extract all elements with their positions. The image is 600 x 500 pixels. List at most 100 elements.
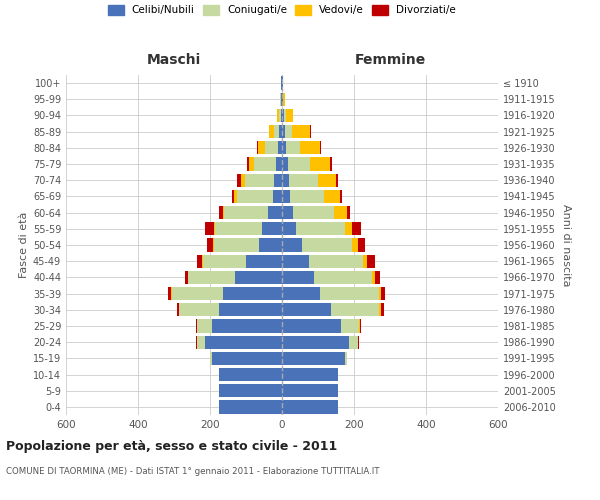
Bar bbox=[334, 206, 347, 220]
Bar bbox=[213, 238, 214, 252]
Bar bbox=[324, 190, 340, 203]
Bar bbox=[310, 158, 330, 170]
Bar bbox=[282, 270, 314, 284]
Bar bbox=[279, 109, 281, 122]
Bar bbox=[282, 320, 341, 332]
Bar bbox=[205, 222, 214, 235]
Bar bbox=[282, 76, 283, 90]
Bar bbox=[282, 303, 331, 316]
Bar bbox=[281, 109, 282, 122]
Bar bbox=[331, 303, 379, 316]
Bar bbox=[241, 174, 245, 187]
Bar bbox=[336, 174, 338, 187]
Bar bbox=[282, 368, 338, 381]
Bar bbox=[375, 270, 380, 284]
Bar bbox=[214, 222, 215, 235]
Bar bbox=[296, 222, 345, 235]
Bar bbox=[349, 336, 358, 349]
Bar bbox=[282, 384, 338, 398]
Bar bbox=[274, 174, 282, 187]
Bar bbox=[345, 352, 347, 365]
Bar bbox=[358, 238, 365, 252]
Bar bbox=[214, 238, 259, 252]
Bar bbox=[223, 287, 282, 300]
Bar bbox=[318, 174, 336, 187]
Bar bbox=[282, 336, 349, 349]
Bar bbox=[281, 76, 282, 90]
Bar bbox=[197, 320, 212, 332]
Bar bbox=[208, 238, 213, 252]
Bar bbox=[310, 125, 311, 138]
Bar bbox=[283, 92, 285, 106]
Y-axis label: Anni di nascita: Anni di nascita bbox=[561, 204, 571, 286]
Bar bbox=[281, 92, 282, 106]
Bar bbox=[205, 336, 282, 349]
Bar bbox=[223, 206, 224, 220]
Bar bbox=[257, 141, 258, 154]
Text: Maschi: Maschi bbox=[147, 54, 201, 68]
Bar bbox=[212, 352, 282, 365]
Bar bbox=[268, 206, 282, 220]
Text: Popolazione per età, sesso e stato civile - 2011: Popolazione per età, sesso e stato civil… bbox=[6, 440, 337, 453]
Bar bbox=[282, 141, 286, 154]
Bar bbox=[381, 287, 385, 300]
Bar bbox=[352, 222, 361, 235]
Bar bbox=[275, 158, 282, 170]
Y-axis label: Fasce di età: Fasce di età bbox=[19, 212, 29, 278]
Bar bbox=[196, 320, 197, 332]
Bar bbox=[212, 320, 282, 332]
Bar bbox=[282, 254, 309, 268]
Bar bbox=[282, 287, 320, 300]
Bar bbox=[172, 287, 223, 300]
Bar bbox=[235, 270, 282, 284]
Bar bbox=[237, 190, 273, 203]
Bar bbox=[282, 125, 285, 138]
Bar bbox=[215, 222, 262, 235]
Bar bbox=[202, 254, 203, 268]
Bar bbox=[341, 320, 359, 332]
Bar bbox=[210, 352, 212, 365]
Bar bbox=[273, 190, 282, 203]
Bar bbox=[168, 287, 172, 300]
Bar bbox=[289, 174, 318, 187]
Bar bbox=[367, 254, 374, 268]
Bar bbox=[280, 92, 281, 106]
Text: COMUNE DI TAORMINA (ME) - Dati ISTAT 1° gennaio 2011 - Elaborazione TUTTITALIA.I: COMUNE DI TAORMINA (ME) - Dati ISTAT 1° … bbox=[6, 468, 380, 476]
Bar bbox=[278, 141, 282, 154]
Bar bbox=[219, 303, 282, 316]
Legend: Celibi/Nubili, Coniugati/e, Vedovi/e, Divorziati/e: Celibi/Nubili, Coniugati/e, Vedovi/e, Di… bbox=[108, 5, 456, 15]
Bar bbox=[381, 303, 384, 316]
Bar bbox=[179, 303, 219, 316]
Bar bbox=[282, 190, 290, 203]
Bar bbox=[274, 125, 280, 138]
Text: Femmine: Femmine bbox=[355, 54, 425, 68]
Bar bbox=[292, 125, 310, 138]
Bar bbox=[293, 206, 334, 220]
Bar bbox=[232, 190, 234, 203]
Bar bbox=[360, 320, 361, 332]
Bar bbox=[286, 141, 300, 154]
Bar bbox=[177, 303, 179, 316]
Bar bbox=[314, 270, 372, 284]
Bar bbox=[290, 190, 324, 203]
Bar bbox=[196, 336, 197, 349]
Bar bbox=[309, 254, 363, 268]
Bar bbox=[352, 238, 358, 252]
Bar bbox=[285, 125, 292, 138]
Bar bbox=[188, 270, 235, 284]
Bar bbox=[289, 158, 310, 170]
Bar bbox=[259, 238, 282, 252]
Bar bbox=[185, 270, 188, 284]
Bar bbox=[265, 141, 278, 154]
Bar bbox=[277, 109, 279, 122]
Bar bbox=[219, 384, 282, 398]
Bar bbox=[197, 254, 202, 268]
Bar bbox=[197, 336, 205, 349]
Bar bbox=[282, 92, 283, 106]
Bar bbox=[363, 254, 367, 268]
Bar bbox=[286, 109, 293, 122]
Bar bbox=[282, 222, 296, 235]
Bar bbox=[282, 109, 284, 122]
Bar bbox=[345, 222, 352, 235]
Bar bbox=[330, 158, 332, 170]
